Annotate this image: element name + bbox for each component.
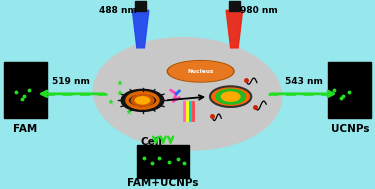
Ellipse shape — [169, 62, 232, 81]
Ellipse shape — [93, 38, 282, 150]
Circle shape — [216, 89, 246, 104]
Circle shape — [122, 90, 163, 111]
Circle shape — [131, 95, 154, 106]
Text: Nucleus: Nucleus — [188, 69, 214, 74]
Polygon shape — [226, 10, 243, 48]
Text: 488 nm: 488 nm — [99, 6, 137, 15]
Polygon shape — [132, 10, 149, 48]
Text: 519 nm: 519 nm — [52, 77, 90, 86]
Bar — [229, 1, 240, 11]
Bar — [135, 1, 146, 11]
Bar — [4, 62, 47, 118]
Text: UCNPs: UCNPs — [331, 124, 369, 134]
Bar — [137, 145, 189, 178]
Text: 543 nm: 543 nm — [285, 77, 322, 86]
Circle shape — [210, 86, 251, 107]
Bar — [328, 62, 371, 118]
Circle shape — [135, 97, 150, 104]
Text: Cell: Cell — [141, 137, 163, 147]
Text: FAM: FAM — [13, 124, 38, 134]
Circle shape — [221, 92, 240, 101]
Ellipse shape — [167, 61, 234, 82]
Text: 980 nm: 980 nm — [240, 6, 278, 15]
Text: FAM+UCNPs: FAM+UCNPs — [128, 178, 199, 188]
